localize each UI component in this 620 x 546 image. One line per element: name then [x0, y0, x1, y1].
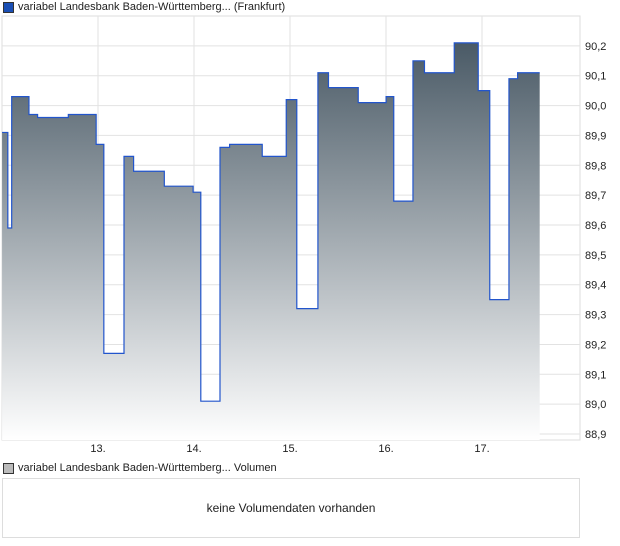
- volume-legend-label: variabel Landesbank Baden-Württemberg...…: [18, 462, 277, 474]
- y-tick-label: 89,0: [585, 399, 606, 411]
- price-legend: variabel Landesbank Baden-Württemberg...…: [3, 1, 285, 13]
- legend-swatch-icon: [3, 1, 14, 13]
- y-tick-label: 90,0: [585, 101, 606, 113]
- x-tick-label: 14.: [186, 443, 201, 455]
- x-tick-label: 13.: [90, 443, 105, 455]
- price-chart: 88,9 89,0 89,1 89,2 89,3 89,4 89,5 89,6 89,7 89,8…: [1, 15, 606, 455]
- x-tick-label: 17.: [474, 443, 489, 455]
- price-area: [2, 42, 540, 441]
- y-tick-label: 90,1: [585, 71, 606, 83]
- y-tick-label: 89,5: [585, 250, 606, 262]
- y-tick-label: 89,3: [585, 310, 606, 322]
- x-tick-label: 15.: [282, 443, 297, 455]
- legend-swatch-icon: [3, 462, 14, 474]
- y-tick-label: 89,8: [585, 160, 606, 172]
- volume-legend: variabel Landesbank Baden-Württemberg...…: [3, 462, 277, 474]
- price-line: [2, 42, 540, 402]
- y-tick-label: 88,9: [585, 429, 606, 441]
- y-tick-label: 89,6: [585, 220, 606, 232]
- y-tick-label: 89,1: [585, 369, 606, 381]
- y-tick-label: 89,4: [585, 280, 606, 292]
- y-tick-label: 89,2: [585, 339, 606, 351]
- price-legend-label: variabel Landesbank Baden-Württemberg...…: [18, 1, 286, 13]
- y-tick-label: 89,9: [585, 130, 606, 142]
- no-volume-message: keine Volumendaten vorhanden: [206, 501, 376, 515]
- x-tick-label: 16.: [378, 443, 393, 455]
- y-tick-label: 90,2: [585, 41, 606, 53]
- volume-panel: keine Volumendaten vorhanden: [2, 478, 580, 538]
- y-tick-label: 89,7: [585, 190, 606, 202]
